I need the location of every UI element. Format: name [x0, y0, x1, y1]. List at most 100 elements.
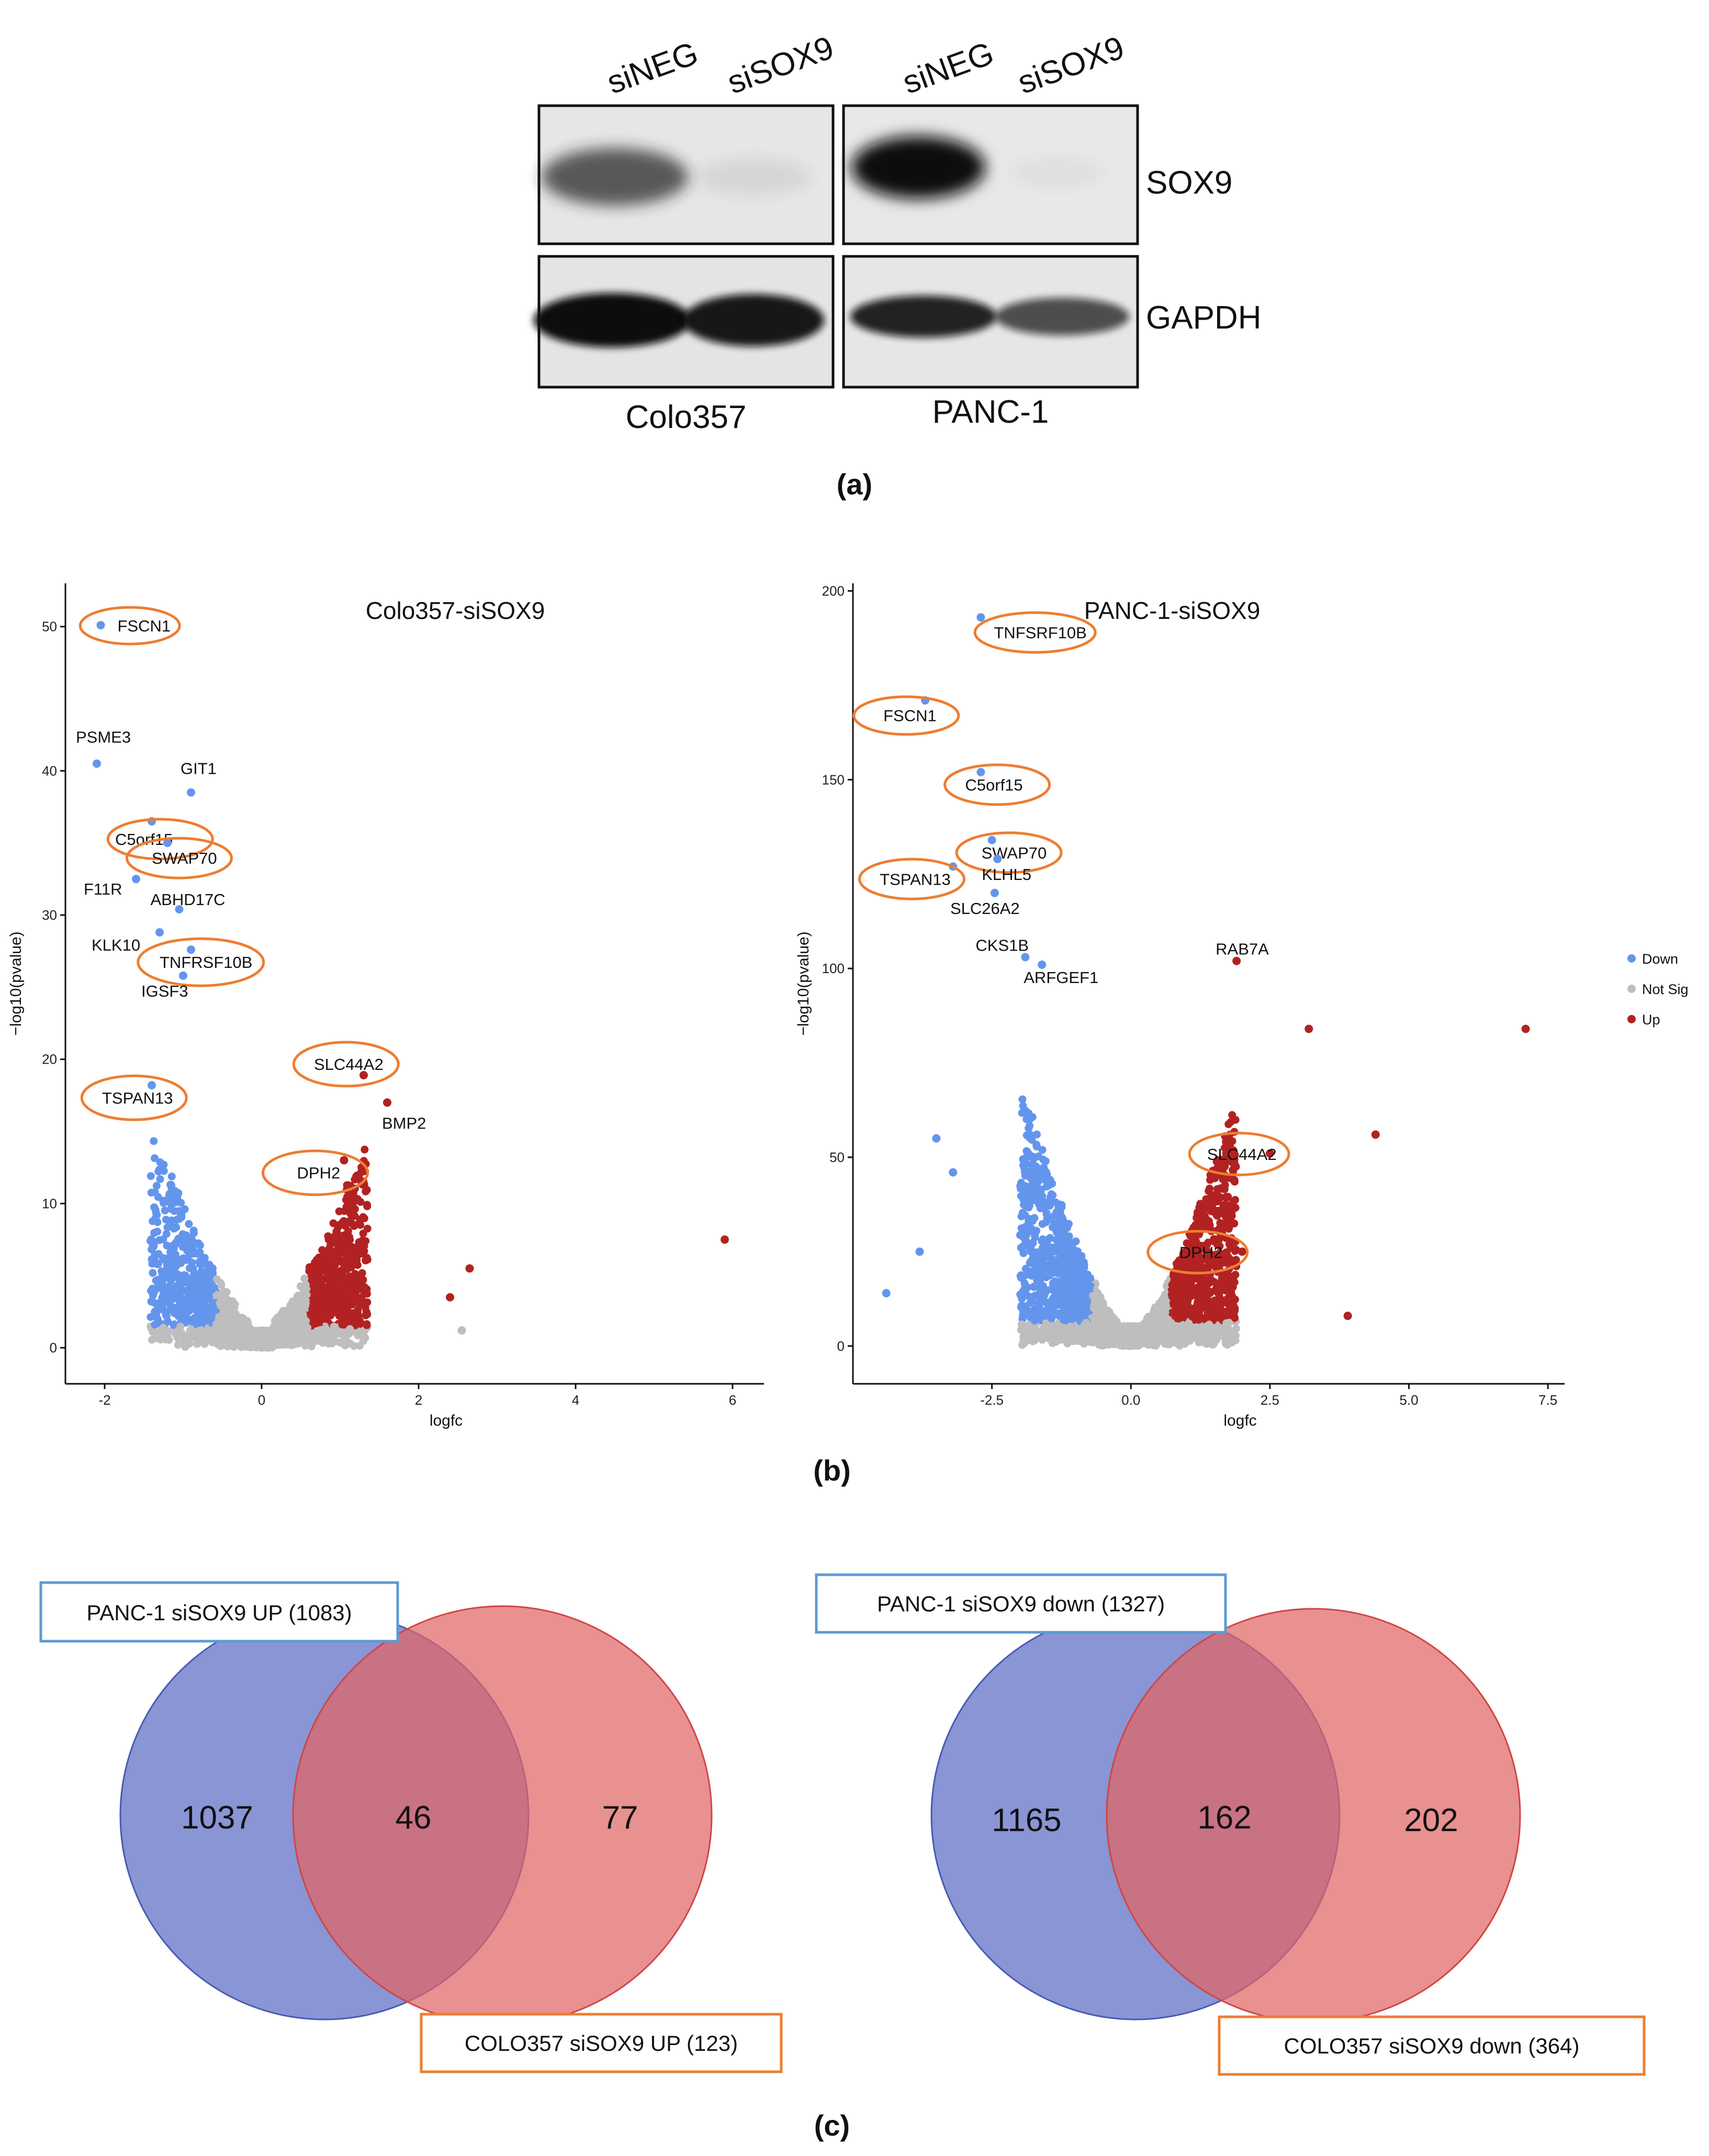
gene-point [363, 1310, 372, 1318]
gene-point [166, 1271, 175, 1279]
gene-point [362, 1256, 370, 1265]
gene-point [153, 1284, 162, 1292]
gene-point [347, 1203, 355, 1211]
gene-point [188, 1250, 197, 1258]
gene-point [149, 1217, 157, 1225]
gene-point [213, 1275, 221, 1283]
gene-point [335, 1239, 344, 1248]
x-tick-label: 0.0 [1121, 1392, 1140, 1408]
gene-point [314, 1295, 322, 1303]
gene-point [1232, 1256, 1240, 1264]
gene-point [181, 1287, 189, 1295]
gene-point [165, 1192, 174, 1201]
gene-point [167, 1184, 176, 1192]
gene-point-tspan13 [148, 1081, 156, 1090]
gene-point [330, 1323, 338, 1331]
gene-point [295, 1322, 303, 1330]
gene-point [256, 1340, 264, 1348]
x-tick-label: 2 [415, 1392, 422, 1408]
gene-point [337, 1267, 345, 1275]
gene-point [341, 1341, 350, 1350]
gene-point [174, 1340, 182, 1349]
gene-point [152, 1182, 161, 1190]
gene-point-dph2 [340, 1156, 348, 1165]
gene-point [342, 1275, 350, 1284]
gene-point [335, 1207, 343, 1215]
gene-point [155, 1330, 163, 1339]
y-tick-label: 10 [42, 1195, 57, 1211]
gene-point [151, 1154, 159, 1162]
gene-point [181, 1343, 189, 1351]
gene-point [200, 1254, 209, 1262]
gene-point [188, 1289, 197, 1297]
gene-point [326, 1251, 334, 1259]
band-gapdh-panc1-sisox9 [995, 298, 1129, 335]
gene-point [163, 1263, 172, 1271]
y-axis-title: −log10(pvalue) [795, 931, 812, 1035]
gene-point [161, 1206, 169, 1215]
gene-point [338, 1320, 346, 1329]
gene-point [178, 1230, 187, 1238]
gene-point [201, 1274, 209, 1282]
y-tick-label: 30 [42, 907, 57, 923]
gene-point-f11r [132, 875, 140, 884]
gene-point [252, 1332, 260, 1340]
gene-point [324, 1232, 332, 1240]
gene-point [163, 1241, 171, 1250]
gene-point [173, 1333, 182, 1341]
gene-point [343, 1193, 352, 1201]
gene-point [204, 1326, 212, 1334]
gene-point [361, 1145, 369, 1154]
gene-point [305, 1267, 313, 1275]
gene-point [281, 1337, 289, 1345]
gene-point [183, 1314, 191, 1322]
gene-point [363, 1285, 371, 1293]
gene-point [171, 1250, 179, 1259]
x-tick-label: 4 [572, 1392, 579, 1408]
gene-point [233, 1326, 242, 1334]
gene-point [318, 1267, 326, 1275]
y-tick-label: 0 [837, 1338, 845, 1354]
band-gapdh-panc1-sineg [850, 296, 997, 337]
gene-point [262, 1341, 271, 1350]
gene-point [188, 1258, 196, 1267]
gene-point [155, 1236, 164, 1244]
gene-point [344, 1256, 353, 1265]
gene-point [151, 1258, 159, 1267]
gene-point [217, 1328, 226, 1336]
gene-point [229, 1338, 238, 1347]
gene-point [151, 1251, 159, 1260]
gene-label-tnfrsf10b: TNFRSF10B [160, 953, 252, 972]
highlight-ring-fscn1 [78, 606, 181, 646]
gene-point [289, 1297, 297, 1305]
gene-point [350, 1309, 358, 1317]
plot-title: Colo357-siSOX9 [366, 597, 545, 624]
gene-point [352, 1287, 361, 1295]
gene-point [182, 1245, 190, 1253]
gene-point [300, 1274, 309, 1283]
gene-point [352, 1279, 360, 1287]
gene-point-git1 [187, 788, 195, 797]
gene-point [214, 1335, 222, 1343]
gene-point [239, 1322, 247, 1330]
gene-label-git1: GIT1 [181, 760, 217, 778]
gene-label-f11r: F11R [84, 880, 122, 898]
gene-point [223, 1342, 232, 1351]
highlight-ring-swap70 [126, 837, 233, 879]
gene-point [151, 1205, 160, 1214]
gene-point [344, 1181, 352, 1189]
gene-point [176, 1308, 184, 1316]
gene-point [212, 1321, 221, 1329]
band-gapdh-colo357-sisox9 [683, 294, 824, 346]
gene-point [349, 1189, 357, 1198]
gene-point [170, 1289, 178, 1297]
gene-point [172, 1262, 181, 1270]
gene-point [150, 1299, 158, 1307]
gene-point [274, 1326, 283, 1334]
gene-point-fscn1 [96, 620, 105, 629]
gene-point [189, 1318, 197, 1326]
gene-point-slc44a2 [359, 1071, 368, 1080]
gene-point [269, 1330, 277, 1338]
gene-point [357, 1273, 365, 1282]
gene-point [311, 1306, 320, 1315]
